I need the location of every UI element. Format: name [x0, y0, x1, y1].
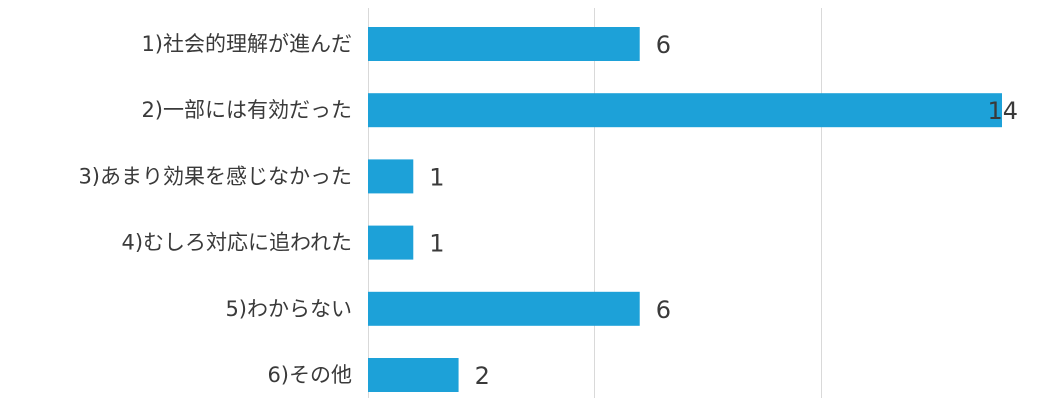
data-label-3: 1	[429, 163, 444, 191]
bar-1	[368, 27, 640, 61]
bar-4	[368, 225, 414, 260]
category-label-3: 3)あまり効果を感じなかった	[78, 164, 352, 188]
bar-6	[368, 358, 459, 392]
category-label-6: 6)その他	[267, 363, 352, 387]
bars	[368, 27, 1002, 392]
category-label-5: 5)わからない	[225, 297, 352, 321]
data-labels: 6 14 1 1 6 2	[429, 31, 1018, 390]
bar-5	[368, 291, 640, 326]
category-labels: 1)社会的理解が進んだ 2)一部には有効だった 3)あまり効果を感じなかった 4)むし…	[78, 32, 352, 387]
category-label-2: 2)一部には有効だった	[141, 98, 352, 122]
bar-2	[368, 93, 1002, 128]
bar-3	[368, 159, 414, 194]
data-label-5: 6	[656, 296, 671, 324]
data-label-1: 6	[656, 31, 671, 59]
data-label-2: 14	[987, 97, 1018, 125]
category-label-4: 4)むしろ対応に追われた	[121, 231, 352, 255]
category-label-1: 1)社会的理解が進んだ	[141, 32, 352, 56]
data-label-6: 2	[475, 362, 490, 390]
data-label-4: 1	[429, 230, 444, 258]
gridlines	[368, 8, 822, 398]
